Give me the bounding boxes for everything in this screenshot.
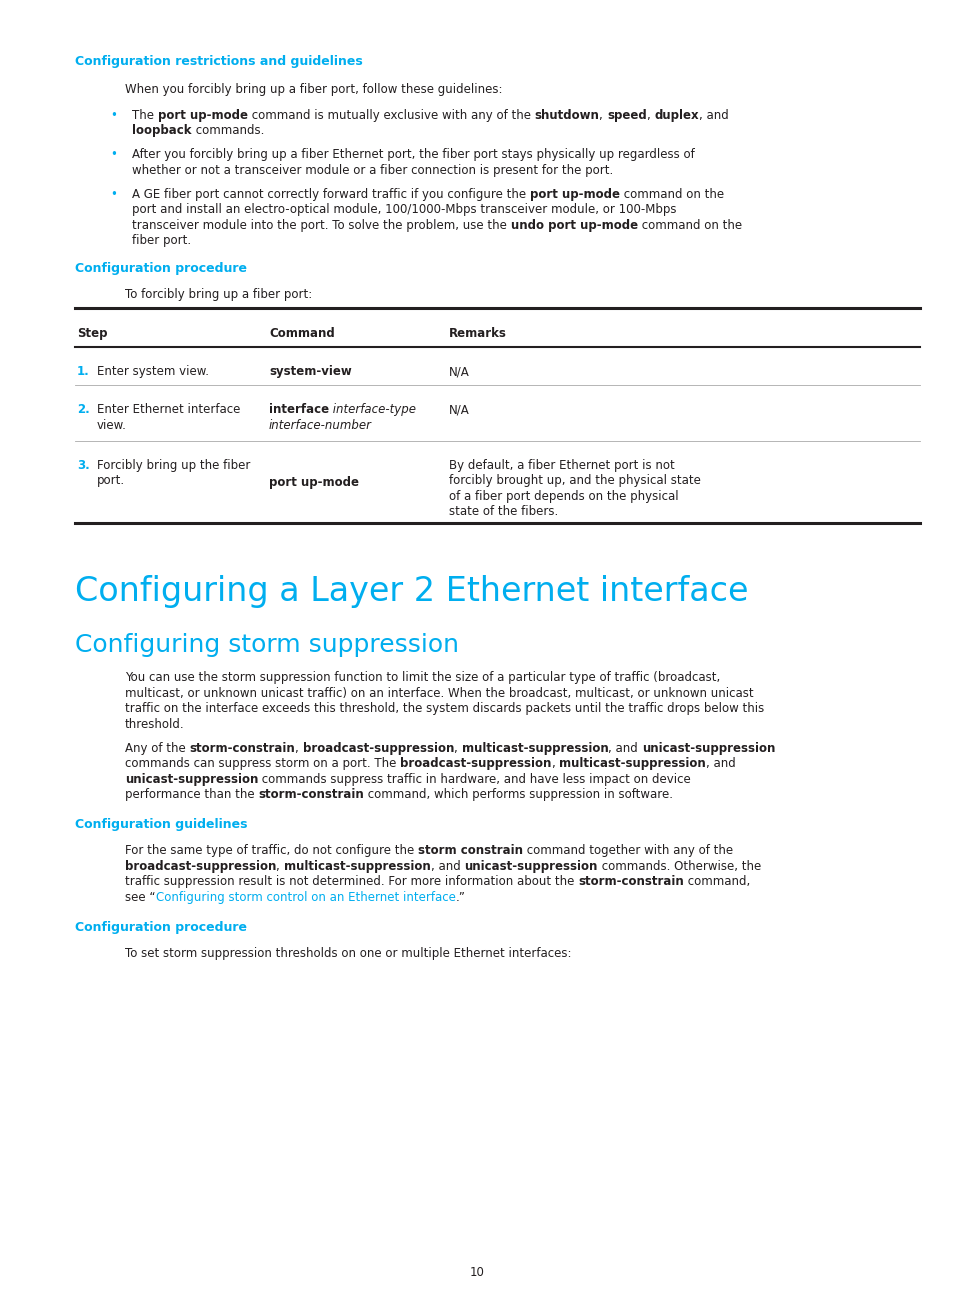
Text: To set storm suppression thresholds on one or multiple Ethernet interfaces:: To set storm suppression thresholds on o… xyxy=(125,947,571,960)
Text: fiber port.: fiber port. xyxy=(132,235,191,248)
Text: Configuration guidelines: Configuration guidelines xyxy=(75,819,247,832)
Text: When you forcibly bring up a fiber port, follow these guidelines:: When you forcibly bring up a fiber port,… xyxy=(125,83,502,96)
Text: Command: Command xyxy=(269,328,335,341)
Text: interface: interface xyxy=(269,403,329,416)
Text: interface-type: interface-type xyxy=(329,403,416,416)
Text: shutdown: shutdown xyxy=(534,109,598,122)
Text: interface-number: interface-number xyxy=(269,419,372,432)
Text: system-view: system-view xyxy=(269,365,352,378)
Text: ,: , xyxy=(551,757,558,771)
Text: ,: , xyxy=(276,861,284,874)
Text: ,: , xyxy=(646,109,654,122)
Text: broadcast-suppression: broadcast-suppression xyxy=(302,743,454,756)
Text: commands. Otherwise, the: commands. Otherwise, the xyxy=(597,861,760,874)
Text: •: • xyxy=(110,149,117,162)
Text: •: • xyxy=(110,188,117,201)
Text: threshold.: threshold. xyxy=(125,718,185,731)
Text: duplex: duplex xyxy=(654,109,698,122)
Text: commands can suppress storm on a port. The: commands can suppress storm on a port. T… xyxy=(125,757,399,771)
Text: unicast-suppression: unicast-suppression xyxy=(125,772,258,785)
Text: forcibly brought up, and the physical state: forcibly brought up, and the physical st… xyxy=(449,474,700,487)
Text: Configuration procedure: Configuration procedure xyxy=(75,921,247,934)
Text: Step: Step xyxy=(77,328,108,341)
Text: whether or not a transceiver module or a fiber connection is present for the por: whether or not a transceiver module or a… xyxy=(132,165,613,178)
Text: By default, a fiber Ethernet port is not: By default, a fiber Ethernet port is not xyxy=(449,459,674,472)
Text: Any of the: Any of the xyxy=(125,743,190,756)
Text: see “: see “ xyxy=(125,890,155,905)
Text: port and install an electro-optical module, 100/1000-Mbps transceiver module, or: port and install an electro-optical modu… xyxy=(132,203,676,216)
Text: commands suppress traffic in hardware, and have less impact on device: commands suppress traffic in hardware, a… xyxy=(258,772,690,785)
Text: traffic suppression result is not determined. For more information about the: traffic suppression result is not determ… xyxy=(125,876,578,889)
Text: •: • xyxy=(110,109,117,122)
Text: 3.: 3. xyxy=(77,459,90,472)
Text: N/A: N/A xyxy=(449,365,469,378)
Text: command on the: command on the xyxy=(619,188,723,201)
Text: To forcibly bring up a fiber port:: To forcibly bring up a fiber port: xyxy=(125,289,312,302)
Text: Configuration restrictions and guidelines: Configuration restrictions and guideline… xyxy=(75,54,362,67)
Text: command is mutually exclusive with any of the: command is mutually exclusive with any o… xyxy=(248,109,534,122)
Text: 2.: 2. xyxy=(77,403,90,416)
Text: unicast-suppression: unicast-suppression xyxy=(464,861,597,874)
Text: port.: port. xyxy=(97,474,125,487)
Text: commands.: commands. xyxy=(192,124,264,137)
Text: undo port up-mode: undo port up-mode xyxy=(510,219,638,232)
Text: unicast-suppression: unicast-suppression xyxy=(641,743,775,756)
Text: After you forcibly bring up a fiber Ethernet port, the fiber port stays physical: After you forcibly bring up a fiber Ethe… xyxy=(132,149,694,162)
Text: port up-mode: port up-mode xyxy=(157,109,248,122)
Text: multicast, or unknown unicast traffic) on an interface. When the broadcast, mult: multicast, or unknown unicast traffic) o… xyxy=(125,687,753,700)
Text: , and: , and xyxy=(698,109,728,122)
Text: 1.: 1. xyxy=(77,365,90,378)
Text: transceiver module into the port. To solve the problem, use the: transceiver module into the port. To sol… xyxy=(132,219,510,232)
Text: of a fiber port depends on the physical: of a fiber port depends on the physical xyxy=(449,490,678,503)
Text: port up-mode: port up-mode xyxy=(269,476,358,489)
Text: state of the fibers.: state of the fibers. xyxy=(449,505,558,518)
Text: A GE fiber port cannot correctly forward traffic if you configure the: A GE fiber port cannot correctly forward… xyxy=(132,188,529,201)
Text: Forcibly bring up the fiber: Forcibly bring up the fiber xyxy=(97,459,250,472)
Text: multicast-suppression: multicast-suppression xyxy=(461,743,608,756)
Text: Configuration procedure: Configuration procedure xyxy=(75,263,247,276)
Text: command,: command, xyxy=(683,876,749,889)
Text: , and: , and xyxy=(705,757,735,771)
Text: 10: 10 xyxy=(469,1266,484,1279)
Text: , and: , and xyxy=(430,861,464,874)
Text: loopback: loopback xyxy=(132,124,192,137)
Text: port up-mode: port up-mode xyxy=(529,188,619,201)
Text: .”: .” xyxy=(455,890,465,905)
Text: Enter system view.: Enter system view. xyxy=(97,365,209,378)
Text: Configuring a Layer 2 Ethernet interface: Configuring a Layer 2 Ethernet interface xyxy=(75,575,748,609)
Text: ,: , xyxy=(598,109,606,122)
Text: storm-constrain: storm-constrain xyxy=(190,743,294,756)
Text: broadcast-suppression: broadcast-suppression xyxy=(125,861,276,874)
Text: command on the: command on the xyxy=(638,219,741,232)
Text: broadcast-suppression: broadcast-suppression xyxy=(399,757,551,771)
Text: N/A: N/A xyxy=(449,403,469,416)
Text: command together with any of the: command together with any of the xyxy=(522,845,732,858)
Text: Configuring storm suppression: Configuring storm suppression xyxy=(75,634,458,657)
Text: Configuring storm control on an Ethernet interface: Configuring storm control on an Ethernet… xyxy=(155,890,455,905)
Text: The: The xyxy=(132,109,157,122)
Text: view.: view. xyxy=(97,419,127,432)
Text: multicast-suppression: multicast-suppression xyxy=(558,757,705,771)
Text: storm constrain: storm constrain xyxy=(417,845,522,858)
Text: command, which performs suppression in software.: command, which performs suppression in s… xyxy=(364,788,673,801)
Text: storm-constrain: storm-constrain xyxy=(578,876,683,889)
Text: traffic on the interface exceeds this threshold, the system discards packets unt: traffic on the interface exceeds this th… xyxy=(125,702,763,715)
Text: ,: , xyxy=(454,743,461,756)
Text: , and: , and xyxy=(608,743,641,756)
Text: For the same type of traffic, do not configure the: For the same type of traffic, do not con… xyxy=(125,845,417,858)
Text: ,: , xyxy=(294,743,302,756)
Text: Remarks: Remarks xyxy=(449,328,506,341)
Text: Enter Ethernet interface: Enter Ethernet interface xyxy=(97,403,240,416)
Text: You can use the storm suppression function to limit the size of a particular typ: You can use the storm suppression functi… xyxy=(125,671,720,684)
Text: speed: speed xyxy=(606,109,646,122)
Text: multicast-suppression: multicast-suppression xyxy=(284,861,430,874)
Text: performance than the: performance than the xyxy=(125,788,258,801)
Text: storm-constrain: storm-constrain xyxy=(258,788,364,801)
